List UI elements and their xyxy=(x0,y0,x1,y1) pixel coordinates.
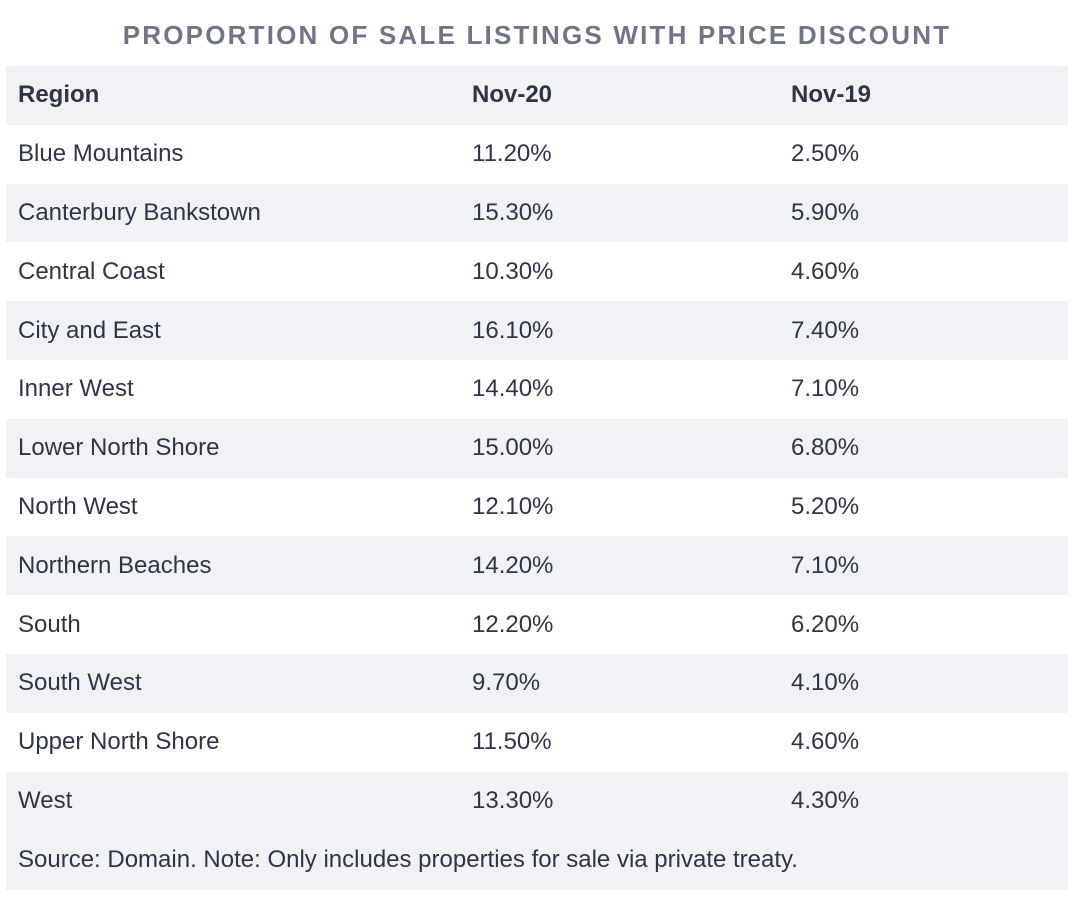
cell-nov-20: 13.30% xyxy=(472,786,554,814)
cell-nov-19: 4.60% xyxy=(791,728,860,756)
table-row: Inner West 14.40% 7.10% xyxy=(6,359,1068,419)
table-header-row: Region Nov-20 Nov-19 xyxy=(6,66,1068,125)
table-row: Blue Mountains 11.20% 2.50% xyxy=(6,124,1068,184)
cell-nov-19: 7.10% xyxy=(791,551,860,579)
header-nov-19: Nov-19 xyxy=(791,81,872,109)
cell-nov-19: 2.50% xyxy=(791,140,860,168)
cell-region: Northern Beaches xyxy=(18,551,212,579)
table-row: Northern Beaches 14.20% 7.10% xyxy=(6,536,1068,596)
source-note: Source: Domain. Note: Only includes prop… xyxy=(6,830,1068,891)
cell-nov-20: 9.70% xyxy=(472,669,541,697)
cell-nov-19: 4.10% xyxy=(791,669,860,697)
cell-region: South West xyxy=(18,669,142,697)
cell-nov-20: 11.50% xyxy=(472,728,552,756)
table-row: Central Coast 10.30% 4.60% xyxy=(6,242,1068,302)
cell-region: West xyxy=(18,786,73,814)
cell-nov-20: 14.40% xyxy=(472,375,554,403)
cell-nov-19: 6.80% xyxy=(791,434,860,462)
cell-region: Inner West xyxy=(18,375,134,403)
cell-nov-20: 10.30% xyxy=(472,257,554,285)
table-title: PROPORTION OF SALE LISTINGS WITH PRICE D… xyxy=(122,20,952,50)
cell-region: Canterbury Bankstown xyxy=(18,198,261,226)
discount-table: Region Nov-20 Nov-19 Blue Mountains 11.20… xyxy=(6,66,1068,891)
cell-nov-19: 7.10% xyxy=(791,375,860,403)
cell-region: South xyxy=(18,610,81,638)
cell-nov-20: 15.30% xyxy=(472,198,554,226)
table-row: Lower North Shore 15.00% 6.80% xyxy=(6,418,1068,478)
cell-region: Lower North Shore xyxy=(18,434,220,462)
cell-nov-20: 15.00% xyxy=(472,434,554,462)
table-row: Upper North Shore 11.50% 4.60% xyxy=(6,712,1068,772)
cell-nov-19: 4.60% xyxy=(791,257,860,285)
cell-nov-20: 12.10% xyxy=(472,492,554,520)
header-region: Region xyxy=(18,81,100,109)
table-body: Blue Mountains 11.20% 2.50% Canterbury Bank… xyxy=(6,124,1068,831)
cell-region: City and East xyxy=(18,316,161,344)
table-row: South West 9.70% 4.10% xyxy=(6,653,1068,713)
cell-nov-20: 12.20% xyxy=(472,610,554,638)
cell-nov-19: 5.20% xyxy=(791,492,860,520)
cell-nov-20: 16.10% xyxy=(472,316,554,344)
table-row: City and East 16.10% 7.40% xyxy=(6,301,1068,360)
cell-region: North West xyxy=(18,492,138,520)
cell-nov-19: 6.20% xyxy=(791,610,860,638)
table-row: South 12.20% 6.20% xyxy=(6,595,1068,654)
table-row: West 13.30% 4.30% xyxy=(6,771,1068,831)
cell-region: Upper North Shore xyxy=(18,728,220,756)
header-nov-20: Nov-20 xyxy=(472,81,553,109)
cell-nov-20: 14.20% xyxy=(472,551,554,579)
cell-region: Central Coast xyxy=(18,257,165,285)
table-row: Canterbury Bankstown 15.30% 5.90% xyxy=(6,183,1068,243)
cell-nov-19: 7.40% xyxy=(791,316,860,344)
table-row: North West 12.10% 5.20% xyxy=(6,477,1068,537)
cell-region: Blue Mountains xyxy=(18,140,184,168)
cell-nov-19: 5.90% xyxy=(791,198,860,226)
cell-nov-19: 4.30% xyxy=(791,786,860,814)
cell-nov-20: 11.20% xyxy=(472,140,552,168)
